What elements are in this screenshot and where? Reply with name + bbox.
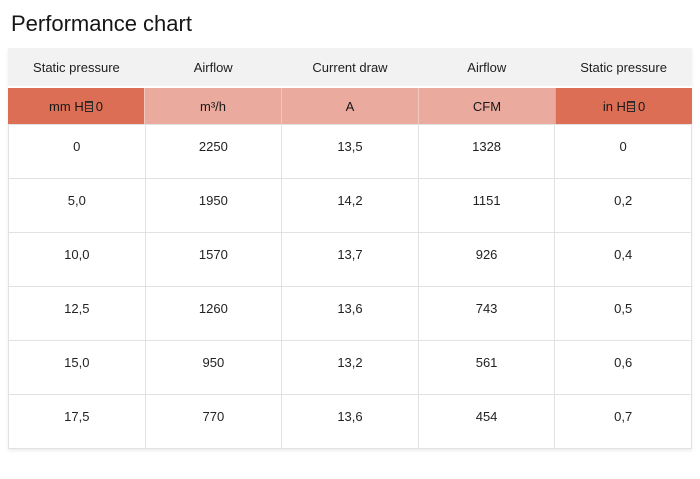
unit-cell-cfm: CFM [418,88,555,124]
data-cell: 950 [145,341,283,395]
data-cell: 13,5 [282,125,419,179]
header-cell-airflow-metric: Airflow [193,59,233,75]
missing-glyph-icon [84,100,93,112]
data-cell: 0,6 [555,341,692,395]
data-cell: 0 [555,125,692,179]
data-cell: 0,5 [555,287,692,341]
data-cell: 0 [9,125,146,179]
table-unit-row: mm H 0 m³/h A CFM in H 0 [8,86,692,124]
table-row: 12,5 1260 13,6 743 0,5 [9,287,692,341]
header-cell-airflow-imperial: Airflow [467,59,507,75]
data-cell: 15,0 [9,341,146,395]
data-cell: 454 [418,395,556,449]
unit-cell-mm-h2o: mm H 0 [8,88,144,124]
unit-text: 0 [637,98,646,114]
table-row: 5,0 1950 14,2 1151 0,2 [9,179,692,233]
header-cell-static-pressure-imperial: Static pressure [580,59,667,75]
data-cell: 0,7 [555,395,692,449]
data-cell: 0,2 [555,179,692,233]
data-cell: 926 [418,233,556,287]
data-cell: 561 [418,341,556,395]
table-body: 0 2250 13,5 1328 0 5,0 1950 14,2 1151 0,… [8,124,692,449]
data-cell: 0,4 [555,233,692,287]
unit-cell-m3h: m³/h [144,88,281,124]
unit-cell-in-h2o: in H 0 [555,88,692,124]
table-row: 10,0 1570 13,7 926 0,4 [9,233,692,287]
data-cell: 13,6 [282,395,419,449]
data-cell: 13,6 [282,287,419,341]
page-title: Performance chart [11,11,192,36]
data-cell: 1950 [145,179,283,233]
data-cell: 17,5 [9,395,146,449]
unit-text: in H [602,98,626,114]
data-cell: 13,7 [282,233,419,287]
data-cell: 743 [418,287,556,341]
data-cell: 5,0 [9,179,146,233]
data-cell: 1328 [418,125,556,179]
data-cell: 13,2 [282,341,419,395]
table-row: 17,5 770 13,6 454 0,7 [9,395,692,449]
data-cell: 12,5 [9,287,146,341]
unit-cell-amps: A [281,88,418,124]
missing-glyph-icon [626,100,635,112]
data-cell: 1260 [145,287,283,341]
data-cell: 770 [145,395,283,449]
data-cell: 14,2 [282,179,419,233]
table-header-row: Static pressure Airflow Current draw Air… [8,48,692,86]
data-cell: 2250 [145,125,283,179]
performance-table: Static pressure Airflow Current draw Air… [8,48,692,449]
data-cell: 10,0 [9,233,146,287]
header-cell-current-draw: Current draw [312,59,388,75]
data-cell: 1151 [418,179,556,233]
unit-text: 0 [95,98,103,114]
table-row: 15,0 950 13,2 561 0,6 [9,341,692,395]
table-row: 0 2250 13,5 1328 0 [9,125,692,179]
header-cell-static-pressure-metric: Static pressure [33,59,120,75]
unit-text: mm H [49,98,84,114]
data-cell: 1570 [145,233,283,287]
